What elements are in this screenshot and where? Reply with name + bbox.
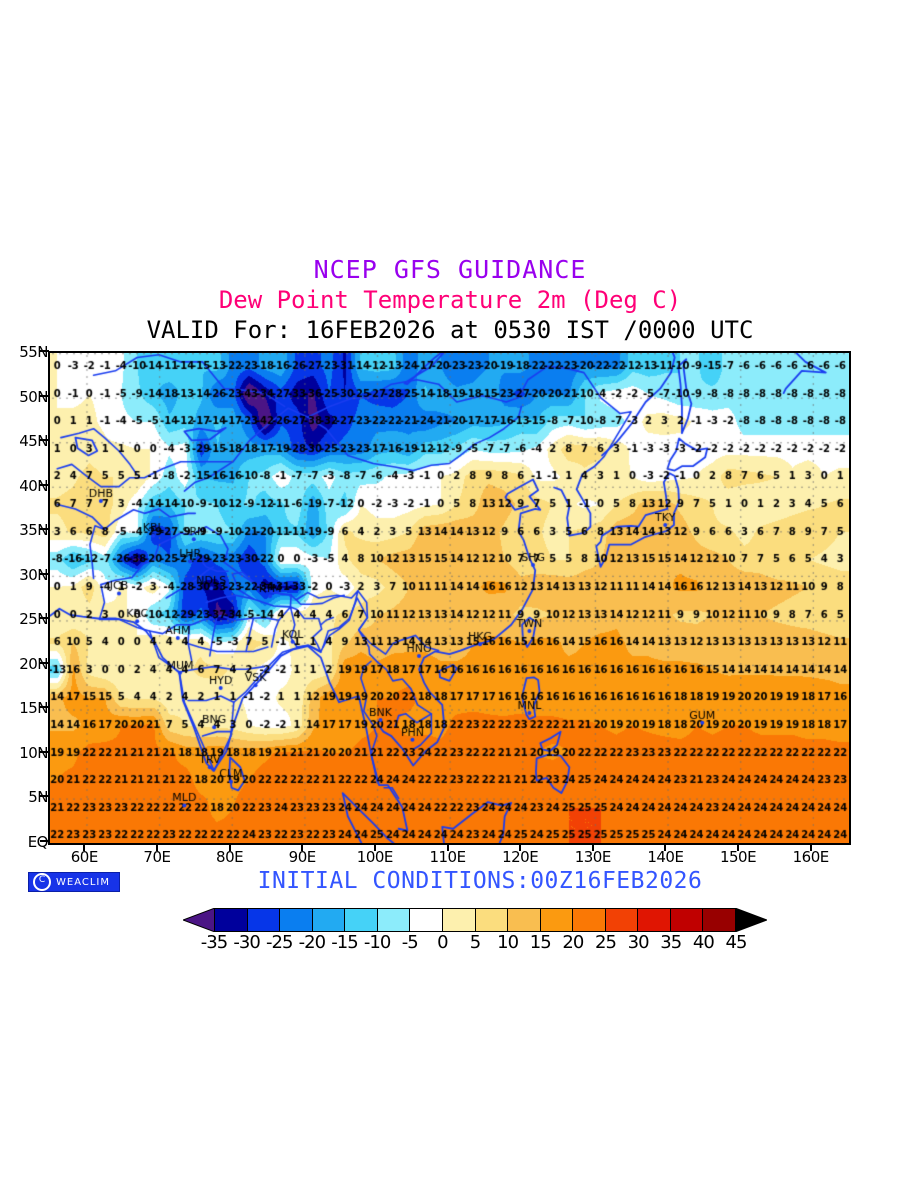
colorbar-segment [703,909,735,931]
x-axis-label: 140E [647,848,684,866]
valid-time-line: VALID For: 16FEB2026 at 0530 IST /0000 U… [146,316,754,344]
colorbar-tick-label: -30 [233,932,260,953]
colorbar-segment [508,909,541,931]
colorbar-tick-label: -10 [363,932,391,953]
x-axis-tick [228,843,231,851]
x-axis-tick [373,843,376,851]
colorbar-segment [573,909,606,931]
weaclim-logo-badge: C WEACLIM [28,872,120,892]
x-axis-tick [809,843,812,851]
y-axis-tick [40,528,49,531]
colorbar-tick-label: -15 [331,932,358,953]
colorbar-tick-label: -35 [200,932,228,953]
colorbar-tick-labels: -35 -30 -25 -20 -15 -10 -5 0 5 10 15 20 25 30 35 40 45 [183,932,767,956]
colorbar-segment [312,909,346,931]
page-subtitle: Dew Point Temperature 2m (Deg C) [218,286,682,314]
y-axis-tick [40,661,49,664]
x-axis-label: 100E [356,848,394,866]
y-axis-label: 45N [19,432,48,451]
y-axis-label: EQ [27,833,49,851]
colorbar-tick-label: 45 [725,932,748,953]
y-axis-tick [40,795,49,798]
y-axis-label: 35N [19,521,48,540]
x-axis-label: 80E [216,848,244,866]
x-axis-tick [155,843,158,851]
y-axis-tick [40,617,49,620]
y-axis-label: 50N [19,387,48,406]
colorbar-segment [442,909,476,931]
colorbar-over-arrow [735,908,767,932]
colorbar-tick-label: 15 [529,932,552,953]
y-axis-label: 40N [19,476,48,495]
y-axis-tick [40,350,49,352]
colorbar-segment [540,909,574,931]
initial-conditions-label: INITIAL CONDITIONS:00Z16FEB2026 [257,868,703,894]
colorbar-segment [377,909,411,931]
x-axis-label: 60E [70,848,99,866]
map-plot-area [48,351,851,845]
weaclim-logo-text: WEACLIM [56,876,111,888]
y-axis-label: 5N [28,788,48,807]
y-axis-tick [40,572,49,575]
y-axis-label: 10N [19,743,48,762]
x-axis-tick [737,843,740,851]
colorbar-segment [247,909,281,931]
copyright-icon: C [33,873,51,891]
colorbar-under-arrow [183,908,215,932]
colorbar-segment [638,909,671,931]
x-axis-label: 110E [429,848,466,866]
x-axis-tick [519,843,522,851]
colorbar-segment [670,909,704,931]
colorbar-segment [475,909,509,931]
x-axis-tick [591,843,594,851]
colorbar-segment [345,909,378,931]
y-axis-label: 55N [19,343,48,361]
y-axis-tick [40,706,49,709]
colorbar-tick-label: -25 [266,932,293,953]
y-axis-tick [40,483,49,486]
x-axis-label: 160E [792,848,830,866]
x-axis-label: 90E [288,848,317,866]
y-axis-tick [40,840,49,842]
y-axis-label: 25N [19,610,48,629]
x-axis-tick [664,843,667,851]
y-axis-label: 30N [19,565,48,584]
colorbar-tick-label: 35 [660,932,682,953]
colorbar-segment [605,909,639,931]
colorbar-segments [214,908,736,932]
x-axis-label: 130E [574,848,612,866]
x-axis-tick [301,843,304,851]
y-axis-tick [40,750,49,753]
y-axis-tick [40,439,49,442]
colorbar-segment [410,909,443,931]
page-title: NCEP GFS GUIDANCE [313,255,587,284]
x-axis-label: 150E [719,848,757,866]
colorbar [183,908,767,932]
title-block: NCEP GFS GUIDANCE Dew Point Temperature … [0,255,900,345]
colorbar-tick-label: 30 [627,932,650,953]
colorbar-tick-label: -5 [401,932,419,953]
y-axis-label: 15N [19,699,48,718]
x-axis-label: 70E [143,848,171,866]
y-axis-tick [40,394,49,397]
colorbar-tick-label: 20 [562,932,584,953]
colorbar-tick-label: 10 [497,932,519,953]
colorbar-tick-label: 40 [692,932,715,953]
colorbar-tick-label: -20 [298,932,326,953]
colorbar-tick-label: 25 [595,932,617,953]
x-axis-label: 120E [502,848,539,866]
x-axis-tick [446,843,449,851]
colorbar-tick-label: 5 [469,932,481,953]
colorbar-segment [215,909,248,931]
colorbar-segment [280,909,313,931]
colorbar-tick-label: 0 [437,932,448,953]
x-axis-tick [83,843,86,851]
dew-point-heatmap-canvas [50,353,849,843]
y-axis-label: 20N [19,654,48,673]
